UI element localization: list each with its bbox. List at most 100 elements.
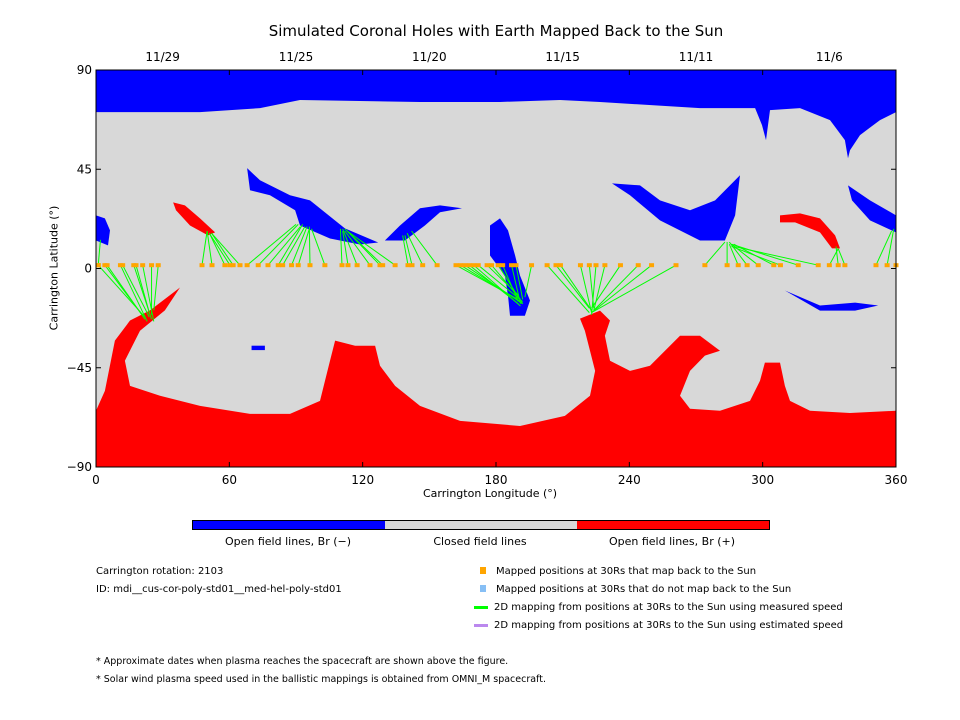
legend-label: 2D mapping from positions at 30Rs to the…: [494, 602, 843, 613]
colorbar-closed: [385, 521, 577, 529]
mapping-line: [135, 265, 150, 313]
mapping-line: [291, 226, 308, 266]
mapped-position-point: [222, 263, 228, 268]
mapped-position-point: [392, 263, 398, 268]
mapping-line: [502, 264, 519, 302]
mapped-position-point: [244, 263, 250, 268]
mapped-position-point: [457, 263, 463, 268]
mapping-line: [704, 241, 726, 266]
mapped-position-point: [405, 263, 411, 268]
y-tick-label: 45: [77, 162, 92, 176]
x-tick-label: 120: [351, 473, 374, 487]
open-field-positive-region: [96, 287, 896, 467]
legend-item-unmapped: Mapped positions at 30Rs that do not map…: [474, 584, 791, 595]
open-field-positive-region: [173, 202, 216, 236]
chart-title: Simulated Coronal Holes with Earth Mappe…: [268, 22, 724, 40]
mapping-line: [579, 265, 593, 313]
mapping-line: [591, 264, 652, 314]
mapped-position-point: [295, 263, 301, 268]
mapped-position-point: [777, 263, 783, 268]
mapped-position-point: [237, 263, 243, 268]
open-field-negative-region: [96, 70, 896, 159]
open-field-negative-region: [247, 168, 379, 245]
mapped-position-point: [149, 263, 155, 268]
mapping-line: [344, 230, 371, 266]
mapped-position-point: [635, 263, 641, 268]
mapped-position-point: [140, 263, 146, 268]
date-label: 11/29: [145, 50, 180, 64]
legend-item-measured: 2D mapping from positions at 30Rs to the…: [474, 602, 843, 613]
colorbar: [192, 520, 770, 530]
mapped-position-point: [724, 263, 730, 268]
date-label: 11/6: [816, 50, 843, 64]
mapped-position-point: [227, 263, 233, 268]
mapped-position-point: [513, 263, 519, 268]
open-field-negative-region: [612, 175, 740, 241]
mapping-line: [875, 230, 893, 266]
mapped-position-point: [265, 263, 271, 268]
open-field-negative-region: [251, 345, 265, 351]
y-tick-label: 90: [77, 63, 92, 77]
mapping-line: [122, 264, 150, 318]
mapped-position-point: [466, 263, 472, 268]
mapped-position-point: [409, 263, 415, 268]
mapped-position-point: [345, 263, 351, 268]
x-axis-label: Carrington Longitude (°): [423, 487, 558, 500]
mapping-line: [308, 226, 311, 266]
open-field-negative-region: [384, 205, 462, 241]
mapped-position-point: [835, 263, 841, 268]
date-label: 11/15: [545, 50, 580, 64]
mapped-position-point: [529, 263, 535, 268]
x-tick-label: 240: [618, 473, 641, 487]
mapping-line: [837, 248, 846, 266]
mapped-position-point: [104, 263, 110, 268]
mapping-line: [728, 244, 739, 266]
open-field-negative-region: [848, 185, 896, 233]
mapped-position-point: [593, 263, 599, 268]
mapping-line: [346, 230, 396, 266]
note-speed: * Solar wind plasma speed used in the ba…: [96, 674, 546, 685]
legend-label: Mapped positions at 30Rs that map back t…: [496, 566, 757, 577]
mapped-position-point: [771, 263, 777, 268]
colorbar-label-negative: Open field lines, Br (−): [224, 535, 352, 548]
mapped-position-point: [434, 263, 440, 268]
legend-label: 2D mapping from positions at 30Rs to the…: [494, 620, 844, 631]
mapping-line: [97, 239, 101, 266]
note-dates: * Approximate dates when plasma reaches …: [96, 656, 509, 667]
mapped-position-point: [420, 263, 426, 268]
date-label: 11/25: [279, 50, 314, 64]
mapping-line: [344, 228, 384, 266]
y-tick-label: −90: [67, 460, 92, 474]
mapping-line: [511, 265, 521, 304]
mapped-position-point: [586, 263, 592, 268]
mapped-position-point: [509, 263, 515, 268]
mapped-position-point: [649, 263, 655, 268]
x-tick-label: 0: [92, 473, 100, 487]
mapping-line: [208, 232, 231, 266]
mapped-position-point: [815, 263, 821, 268]
mapping-line: [546, 264, 590, 313]
coronal-hole-map: 0 60 120 180 240 300 360 90 45 0 −45 −90 11/29 11/25 1…: [67, 50, 908, 487]
y-tick-label: 0: [84, 262, 92, 276]
mapped-position-point: [735, 263, 741, 268]
mapped-position-point: [489, 263, 495, 268]
open-field-negative-region: [96, 215, 110, 246]
mapped-position-point: [557, 263, 563, 268]
purple-line-icon: [474, 623, 488, 627]
mapped-position-point: [230, 263, 236, 268]
legend-item-mapped: Mapped positions at 30Rs that map back t…: [474, 566, 756, 577]
mapped-position-point: [453, 263, 459, 268]
mapping-line: [267, 226, 301, 266]
colorbar-positive: [577, 521, 769, 529]
mapping-line: [339, 228, 343, 266]
mapped-position-point: [462, 263, 468, 268]
mapping-line: [411, 230, 438, 266]
mapped-position-point: [702, 263, 708, 268]
mapping-line: [297, 228, 310, 266]
mapped-position-point: [275, 263, 281, 268]
mapped-position-point: [544, 263, 550, 268]
date-label: 11/11: [679, 50, 714, 64]
x-tick-label: 60: [222, 473, 237, 487]
mapped-position-point: [209, 263, 215, 268]
mapping-line: [311, 228, 326, 266]
